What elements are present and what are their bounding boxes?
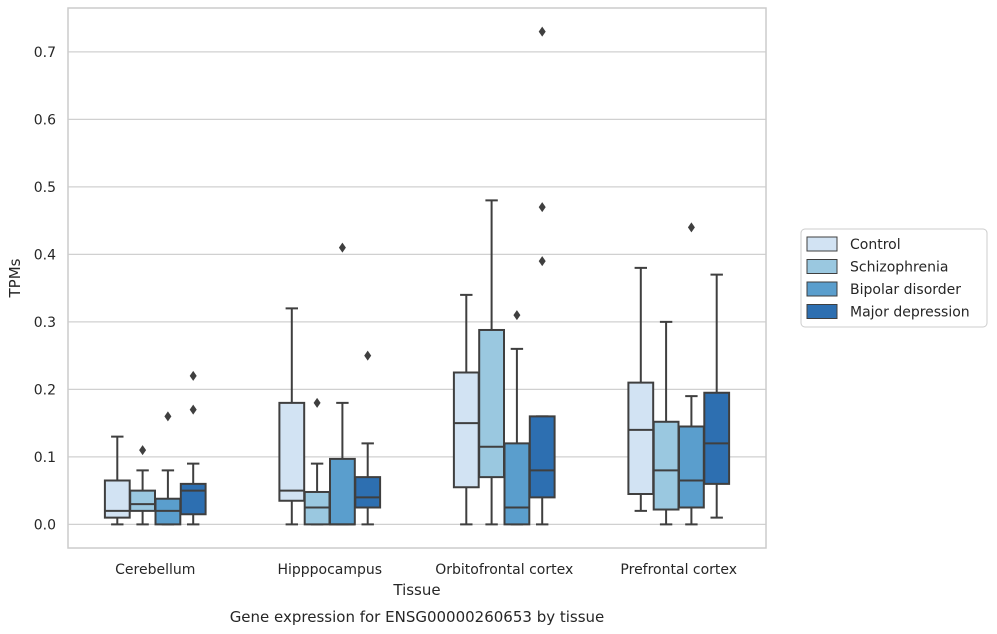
y-tick-label: 0.0: [34, 517, 56, 533]
x-tick-label: Cerebellum: [115, 562, 195, 578]
outlier-point: [139, 445, 147, 456]
box-groups: [103, 26, 731, 526]
outlier-point: [538, 26, 546, 37]
y-tick-label: 0.6: [34, 112, 56, 128]
chart-caption: Gene expression for ENSG00000260653 by t…: [230, 608, 605, 626]
y-gridlines: [68, 51, 766, 525]
legend-frame: [800, 228, 988, 328]
outlier-point: [338, 242, 346, 253]
outlier-point: [189, 404, 197, 415]
box: [678, 425, 705, 509]
y-axis-label: TPMs: [6, 258, 24, 298]
box: [503, 442, 531, 526]
box: [329, 457, 356, 526]
box: [528, 415, 556, 499]
legend-swatch: [806, 281, 838, 297]
box: [278, 401, 306, 502]
legend-label: Schizophrenia: [850, 260, 948, 276]
legend-label: Control: [850, 237, 901, 253]
box: [478, 328, 505, 479]
legend-label: Major depression: [850, 305, 970, 321]
outlier-point: [313, 397, 321, 408]
box: [129, 489, 156, 512]
box: [652, 420, 680, 511]
box: [452, 371, 480, 489]
legend-swatch: [806, 236, 838, 252]
legend-swatch: [806, 259, 838, 274]
outlier-point: [513, 310, 521, 321]
y-axis-ticks: 0.0 0.1 0.2 0.3 0.4 0.5 0.6 0.7: [34, 45, 56, 534]
box: [627, 381, 655, 495]
outlier-point: [687, 222, 695, 233]
box: [354, 476, 382, 509]
y-tick-label: 0.7: [34, 45, 56, 61]
x-tick-label: Prefrontal cortex: [620, 562, 737, 578]
outlier-point: [364, 350, 372, 361]
y-tick-label: 0.1: [34, 450, 56, 466]
x-tick-label: Orbitofrontal cortex: [435, 562, 573, 578]
box: [703, 391, 731, 485]
y-tick-label: 0.5: [34, 180, 56, 196]
y-tick-label: 0.3: [34, 315, 56, 331]
y-tick-label: 0.2: [34, 382, 56, 398]
legend: Control Schizophrenia Bipolar disorder Majo…: [800, 228, 988, 328]
plot-frame: [67, 7, 767, 549]
x-axis-label: Tissue: [392, 581, 440, 599]
outlier-point: [538, 202, 546, 213]
outlier-point: [164, 411, 172, 422]
y-tick-label: 0.4: [34, 247, 56, 263]
x-axis-ticks: Cerebellum Hipppocampus Orbitofrontal cort…: [115, 562, 737, 578]
outlier-point: [538, 256, 546, 267]
outlier-point: [189, 370, 197, 381]
legend-label: Bipolar disorder: [850, 282, 961, 298]
x-tick-label: Hipppocampus: [277, 562, 382, 578]
box: [179, 482, 207, 516]
box: [103, 479, 131, 519]
legend-swatch: [806, 304, 838, 319]
